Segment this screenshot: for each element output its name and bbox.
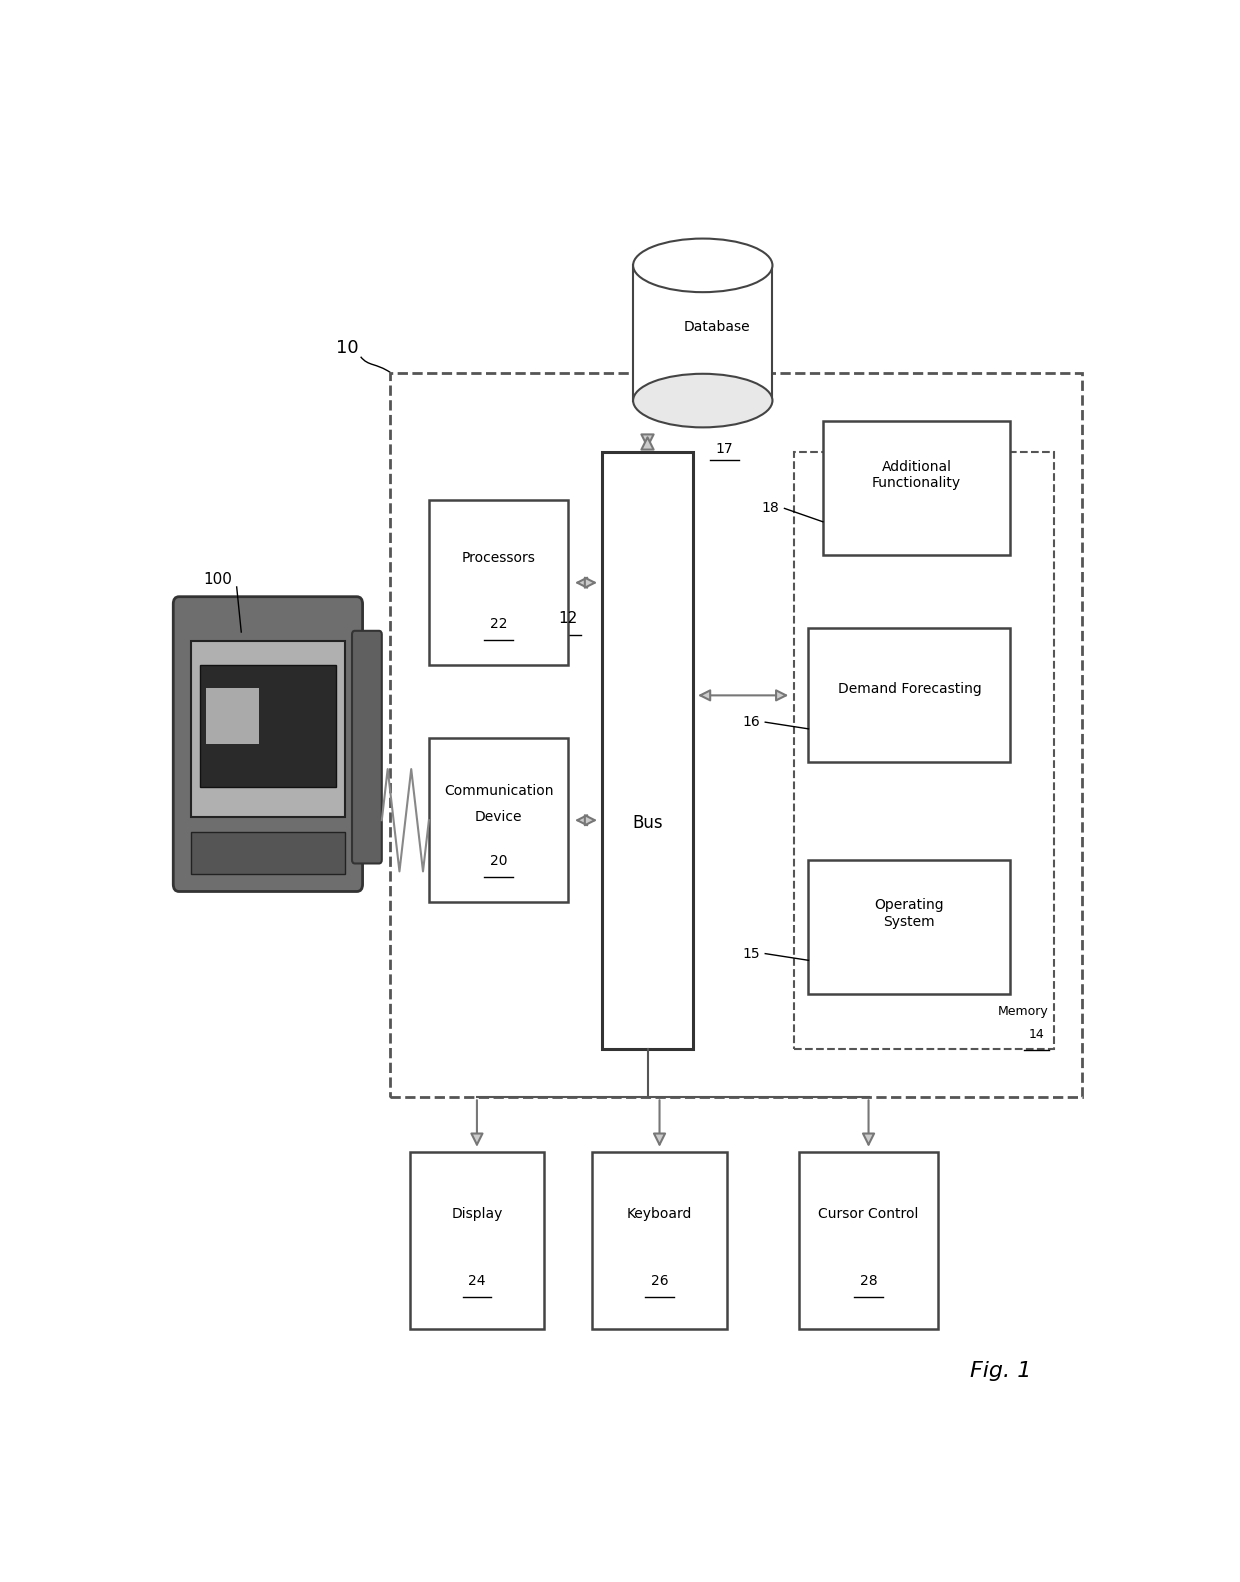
Text: Communication: Communication: [444, 783, 553, 797]
Text: 12: 12: [558, 611, 578, 626]
Text: 16: 16: [742, 715, 760, 729]
Text: 15: 15: [742, 946, 760, 960]
Text: Demand Forecasting: Demand Forecasting: [837, 682, 981, 696]
Bar: [191, 641, 345, 818]
FancyBboxPatch shape: [174, 596, 362, 892]
Text: Memory: Memory: [998, 1005, 1049, 1019]
Bar: [429, 500, 568, 664]
Text: 26: 26: [651, 1274, 668, 1288]
Ellipse shape: [634, 239, 773, 293]
Text: Display: Display: [451, 1207, 502, 1221]
Bar: [808, 861, 1011, 993]
Text: Keyboard: Keyboard: [627, 1207, 692, 1221]
FancyBboxPatch shape: [352, 631, 382, 864]
Text: 28: 28: [859, 1274, 878, 1288]
Bar: [593, 1152, 727, 1329]
Text: Operating
System: Operating System: [874, 899, 944, 929]
Text: Additional
Functionality: Additional Functionality: [872, 460, 961, 490]
Bar: [808, 628, 1011, 763]
Bar: [391, 372, 1083, 1098]
Text: 20: 20: [490, 854, 507, 869]
Bar: [409, 1152, 544, 1329]
Text: 10: 10: [336, 339, 358, 358]
Text: Device: Device: [475, 810, 522, 824]
Bar: [634, 266, 773, 400]
Bar: [206, 688, 259, 744]
Text: 14: 14: [1028, 1028, 1044, 1041]
Bar: [823, 421, 1011, 555]
Text: 17: 17: [715, 443, 733, 456]
Bar: [601, 452, 693, 1049]
Text: 22: 22: [490, 617, 507, 631]
Bar: [429, 737, 568, 902]
Text: Cursor Control: Cursor Control: [818, 1207, 919, 1221]
Bar: [794, 452, 1054, 1049]
Text: 100: 100: [203, 573, 232, 587]
Ellipse shape: [634, 373, 773, 427]
Text: Database: Database: [684, 320, 750, 334]
Text: Fig. 1: Fig. 1: [970, 1362, 1032, 1381]
Bar: [799, 1152, 939, 1329]
Bar: [200, 664, 336, 786]
Text: Processors: Processors: [461, 551, 536, 565]
Bar: [191, 832, 345, 875]
Text: 24: 24: [469, 1274, 486, 1288]
Text: 18: 18: [761, 501, 779, 516]
Text: Bus: Bus: [632, 815, 663, 832]
